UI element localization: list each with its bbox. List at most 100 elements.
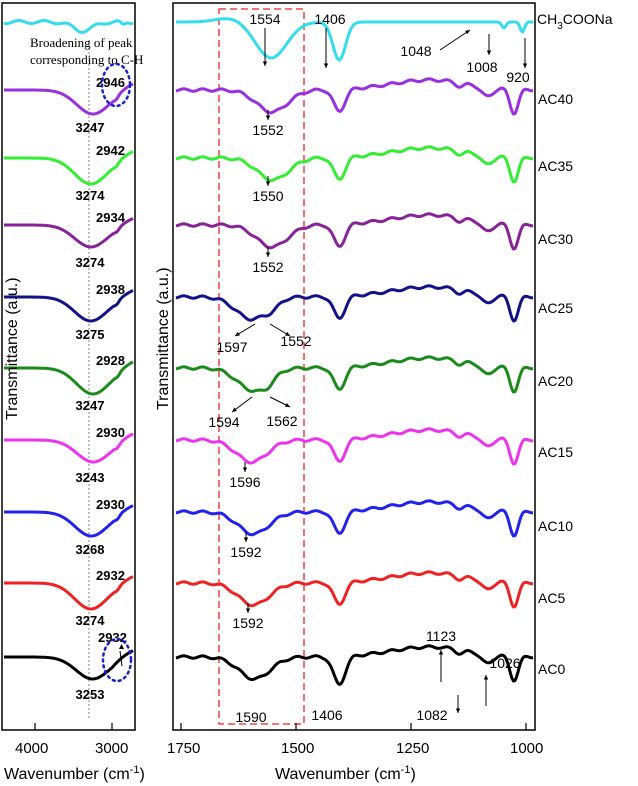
arrow-ac0-1026-head xyxy=(483,675,489,680)
arrow-ac0-1123-head xyxy=(438,650,444,655)
arrow-ac40-head xyxy=(265,115,271,120)
left-peak-label-ac20-main: 3247 xyxy=(76,398,105,413)
right-ylabel: Transmittance (a.u.) xyxy=(155,267,172,410)
left-peak-label-ac30-main: 3274 xyxy=(76,255,106,270)
right-peak-label-ac0-1026: 1026 xyxy=(489,655,520,671)
left-peak-label-ac35-ch: 2942 xyxy=(96,143,125,158)
arrow-ac20-1562-head xyxy=(285,403,290,407)
sample-name-ac25: AC25 xyxy=(538,300,573,316)
arrow-ac15-head xyxy=(242,467,248,472)
left-annotation-circle-top xyxy=(100,62,132,108)
sample-name-ac10: AC10 xyxy=(538,518,573,534)
sample-name-ac0: AC0 xyxy=(538,661,565,677)
right-peak-label-ch3coona-1048: 1048 xyxy=(400,43,431,59)
right-xlabel: Wavenumber (cm-1) xyxy=(275,764,416,783)
right-curve-ac40 xyxy=(175,77,534,116)
arrow-ac30-head xyxy=(265,252,271,257)
arrow-ch3coona-1048 xyxy=(439,29,471,51)
left-curve-ac20 xyxy=(4,360,134,396)
left-annotation-arrowhead xyxy=(119,644,124,649)
arrow-ac35-head xyxy=(265,181,271,186)
left-curve-ch3coona xyxy=(3,19,134,34)
left-peak-label-ac15-ch: 2930 xyxy=(96,425,125,440)
arrow-ac20-1594-head xyxy=(232,407,237,412)
right-peak-label-ac0-1123: 1123 xyxy=(426,628,456,644)
left-annotation-line2: corresponding to C-H xyxy=(30,52,143,67)
right-peak-label-ch3coona-920: 920 xyxy=(506,69,530,85)
left-panel-frame xyxy=(1,2,136,731)
sample-name-ac35: AC35 xyxy=(538,158,573,174)
left-peak-label-ac25-main: 3275 xyxy=(76,327,105,342)
left-annotation-line1: Broadening of peak xyxy=(30,35,133,50)
left-peak-label-ac10-ch: 2930 xyxy=(96,497,125,512)
left-peak-label-ac40-ch: 2946 xyxy=(96,75,125,90)
left-peak-label-ac5-main: 3274 xyxy=(76,613,106,628)
right-peak-label-ac0-1406: 1406 xyxy=(311,707,342,723)
arrow-ch3coona-1406-head xyxy=(323,63,329,68)
right-peak-label-ac30: 1552 xyxy=(252,259,283,275)
left-curve-ac10 xyxy=(4,504,134,538)
left-peak-label-ac5-ch: 2932 xyxy=(96,568,125,583)
arrow-ac5-head xyxy=(245,608,251,613)
right-peak-label-ac5: 1592 xyxy=(232,615,263,631)
right-panel-peak-labels: 1554 1406 1048 1008 920 1552 1550 1552 1596 1592 1… xyxy=(208,11,529,725)
left-peak-label-ac10-main: 3268 xyxy=(76,542,105,557)
right-curve-ac0 xyxy=(175,644,534,686)
right-tick-label-1000: 1000 xyxy=(510,740,543,757)
arrow-ch3coona-1048-head xyxy=(465,30,470,35)
right-curve-ac10 xyxy=(175,499,534,538)
left-peak-label-ac40-main: 3247 xyxy=(76,120,105,135)
left-peak-label-ac15-main: 3243 xyxy=(76,470,105,485)
left-curve-ac0 xyxy=(4,649,134,681)
right-tick-label-1250: 1250 xyxy=(396,740,429,757)
right-peak-label-ac0-1082: 1082 xyxy=(416,707,447,723)
left-curve-ac35 xyxy=(4,150,134,186)
left-peak-label-ac25-ch: 2938 xyxy=(96,282,125,297)
right-curve-ac30 xyxy=(175,212,534,251)
left-peak-label-ac0-ch: 2932 xyxy=(98,630,127,645)
right-peak-label-ac20-1562: 1562 xyxy=(266,413,297,429)
right-panel-curves xyxy=(175,17,534,686)
arrow-ch3coona-1554-head xyxy=(262,61,268,66)
left-xlabel: Wavenumber (cm-1) xyxy=(4,764,145,783)
right-curve-ac25 xyxy=(175,284,534,323)
right-peak-label-ac25-1597: 1597 xyxy=(216,339,247,355)
left-curve-ac15 xyxy=(4,432,134,464)
right-curve-ac20 xyxy=(175,355,534,394)
right-curve-ac35 xyxy=(175,145,534,184)
left-curve-ac5 xyxy=(4,575,134,611)
arrow-ac25-1552-head xyxy=(285,331,290,336)
right-peak-label-ac25-1552: 1552 xyxy=(280,333,311,349)
right-peak-label-ch3coona-1406: 1406 xyxy=(314,11,345,27)
right-peak-label-ac0-1590: 1590 xyxy=(235,709,266,725)
arrow-ac0-1082-head xyxy=(455,708,461,713)
right-peak-label-ac10: 1592 xyxy=(230,544,261,560)
arrow-ch3coona-920-head xyxy=(522,63,528,68)
sample-name-ac5: AC5 xyxy=(538,590,565,606)
left-peak-label-ac35-main: 3274 xyxy=(76,188,106,203)
right-peak-label-ac40: 1552 xyxy=(252,122,283,138)
right-curve-ac5 xyxy=(175,570,534,609)
left-annotation-arrow xyxy=(119,650,123,667)
left-annotation-circle-bottom xyxy=(101,637,133,683)
left-tick-label-4000: 4000 xyxy=(15,740,48,757)
sample-name-ch3coona: CH3COONa xyxy=(537,11,613,32)
right-curve-ch3coona xyxy=(176,17,533,62)
left-panel-peak-labels: 3247 2946 3274 2942 3274 2934 3275 2938 3247 2928… xyxy=(76,75,127,702)
right-panel-frame xyxy=(172,2,536,731)
right-tick-label-1750: 1750 xyxy=(167,740,200,757)
right-peak-label-ac20-1594: 1594 xyxy=(208,414,239,430)
left-peak-label-ac30-ch: 2934 xyxy=(96,210,126,225)
right-tick-label-1500: 1500 xyxy=(281,740,314,757)
left-ylabel: Transmittance (a.u.) xyxy=(4,277,21,420)
left-panel-curves xyxy=(3,19,134,681)
right-peak-label-ch3coona-1554: 1554 xyxy=(249,11,280,27)
right-peak-label-ch3coona-1008: 1008 xyxy=(466,59,497,75)
sample-name-ac20: AC20 xyxy=(538,373,573,389)
right-peak-label-ac35: 1550 xyxy=(252,188,283,204)
sample-name-ac30: AC30 xyxy=(538,231,573,247)
arrow-ac25-1597-head xyxy=(235,331,240,336)
sample-name-ac40: AC40 xyxy=(538,91,573,107)
sample-name-ac15: AC15 xyxy=(538,444,573,460)
